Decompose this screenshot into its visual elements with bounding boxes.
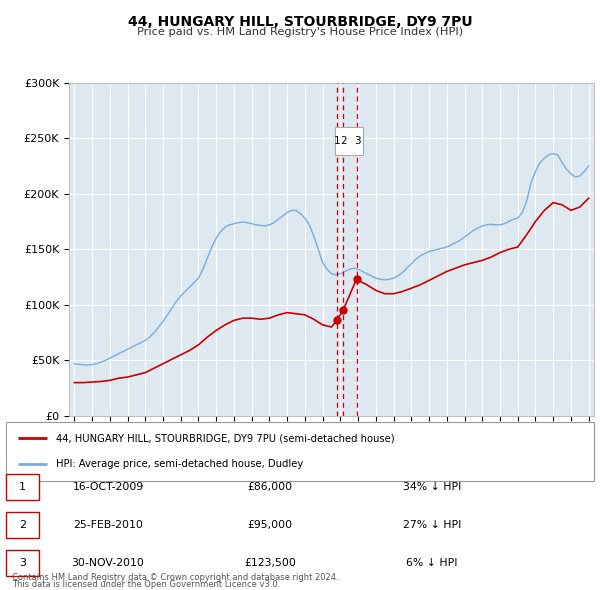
Text: 34% ↓ HPI: 34% ↓ HPI <box>403 482 461 491</box>
Text: £123,500: £123,500 <box>244 559 296 568</box>
Text: Price paid vs. HM Land Registry's House Price Index (HPI): Price paid vs. HM Land Registry's House … <box>137 27 463 37</box>
Bar <box>335 127 364 155</box>
Text: 44, HUNGARY HILL, STOURBRIDGE, DY9 7PU: 44, HUNGARY HILL, STOURBRIDGE, DY9 7PU <box>128 15 472 29</box>
Text: 16-OCT-2009: 16-OCT-2009 <box>73 482 143 491</box>
Text: This data is licensed under the Open Government Licence v3.0.: This data is licensed under the Open Gov… <box>12 579 280 589</box>
Text: 1: 1 <box>334 136 341 146</box>
Text: 25-FEB-2010: 25-FEB-2010 <box>73 520 143 530</box>
Text: £86,000: £86,000 <box>247 482 293 491</box>
Text: Contains HM Land Registry data © Crown copyright and database right 2024.: Contains HM Land Registry data © Crown c… <box>12 572 338 582</box>
Text: 30-NOV-2010: 30-NOV-2010 <box>71 559 145 568</box>
Text: 3: 3 <box>19 559 26 568</box>
Text: HPI: Average price, semi-detached house, Dudley: HPI: Average price, semi-detached house,… <box>56 460 303 469</box>
Text: 27% ↓ HPI: 27% ↓ HPI <box>403 520 461 530</box>
Text: 3: 3 <box>354 136 361 146</box>
Text: 1: 1 <box>19 482 26 491</box>
Text: 2: 2 <box>19 520 26 530</box>
Text: 44, HUNGARY HILL, STOURBRIDGE, DY9 7PU (semi-detached house): 44, HUNGARY HILL, STOURBRIDGE, DY9 7PU (… <box>56 434 395 443</box>
Text: 6% ↓ HPI: 6% ↓ HPI <box>406 559 458 568</box>
Text: 2: 2 <box>341 136 347 146</box>
Text: £95,000: £95,000 <box>247 520 293 530</box>
